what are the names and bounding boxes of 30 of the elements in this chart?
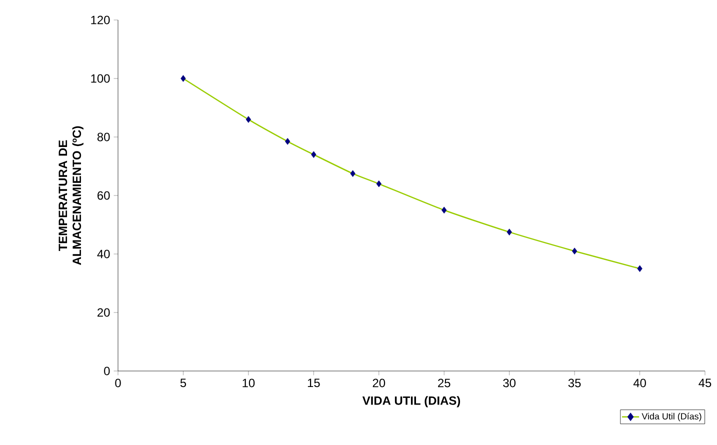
x-tick-label: 35 <box>568 378 581 388</box>
point <box>506 228 512 236</box>
x-tick-label: 15 <box>308 378 320 388</box>
y-tick-label: 0 <box>104 366 110 376</box>
x-tick-label: 45 <box>698 378 712 388</box>
point <box>246 116 252 123</box>
y-tick-label: 40 <box>97 250 110 258</box>
y-tick-label: 80 <box>97 132 110 142</box>
point <box>311 151 316 158</box>
point <box>284 138 290 145</box>
x-axis-title: VIDA UTIL (DIAS) <box>362 396 460 408</box>
point <box>350 170 356 177</box>
y-tick-label: 100 <box>91 74 110 83</box>
y-tick-label: 20 <box>98 308 110 317</box>
point <box>637 265 642 272</box>
x-tick-label: 20 <box>372 378 386 388</box>
x-tick-label: 40 <box>633 378 646 388</box>
y-tick-label: 60 <box>98 191 110 200</box>
legend-label: Vida Util (Días) <box>642 412 702 422</box>
point <box>442 206 447 214</box>
y-axis-title: TEMPERATURA DE ALMACENAMIENTO (ºC) <box>58 126 84 266</box>
x-tick-label: 30 <box>503 378 516 388</box>
x-tick-label: 25 <box>438 378 450 388</box>
point <box>376 180 382 188</box>
x-tick-label: 5 <box>180 378 186 388</box>
point <box>572 248 578 254</box>
x-tick-label: 10 <box>242 378 255 388</box>
y-tick-label: 120 <box>91 16 110 24</box>
x-tick-label: 0 <box>115 378 121 388</box>
point <box>180 75 186 82</box>
